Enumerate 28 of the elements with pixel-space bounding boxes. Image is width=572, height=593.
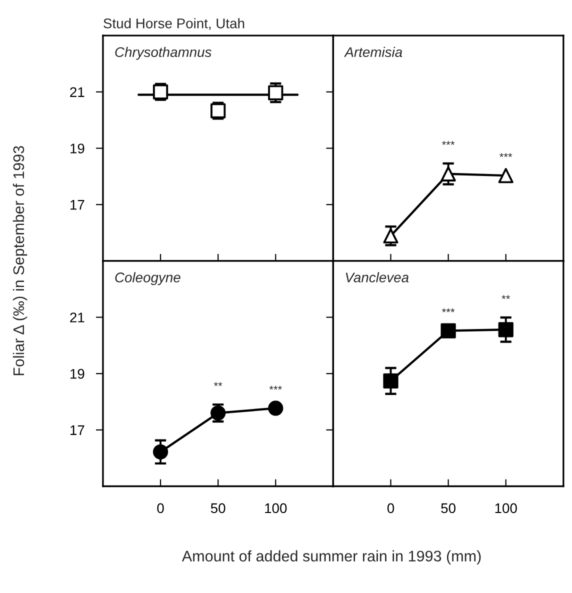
data-label: *** [269, 386, 282, 390]
x-tick-label: 100 [495, 503, 517, 514]
x-tick-label: 50 [441, 503, 456, 514]
x-tick-label: 50 [210, 503, 226, 514]
y-tick-label: 17 [70, 425, 84, 435]
x-axis-title: Amount of added summer rain in 1993 (mm) [182, 550, 481, 565]
text: Artemisia [344, 46, 402, 58]
point [268, 400, 284, 416]
x-tick-label: 0 [157, 503, 164, 514]
y-axis-title: Foliar Δ (‰) in September of 1993 [12, 146, 28, 376]
data-label: *** [442, 141, 455, 145]
y-tick-label: 17 [70, 200, 84, 210]
y-tick-label: 21 [70, 312, 84, 322]
chart-title: Stud Horse Point, Utah [104, 18, 244, 30]
data-label: ** [214, 382, 222, 386]
y-tick-label: 19 [70, 144, 84, 154]
y-tick-label: 21 [70, 87, 84, 97]
text: Vanclevea [346, 272, 409, 282]
text: Coleogyne [115, 272, 180, 286]
data-label: *** [500, 153, 512, 158]
y-tick-label: 19 [70, 368, 84, 379]
x-tick-label: 100 [265, 503, 287, 514]
point [268, 85, 284, 100]
text: Chrysothamnus [115, 46, 212, 60]
data-label: ** [502, 295, 510, 299]
x-tick-label: 0 [387, 503, 394, 514]
point [152, 444, 168, 460]
data-label: *** [442, 308, 455, 312]
